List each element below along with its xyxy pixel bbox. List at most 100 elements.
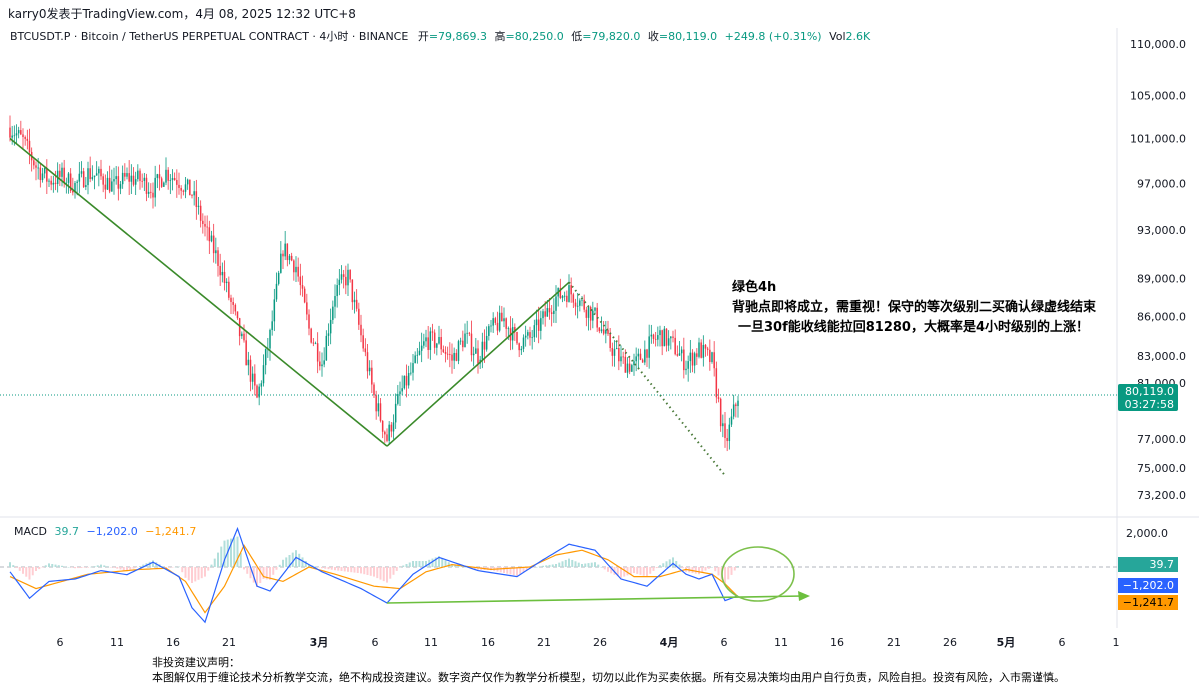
macd-hist-bar	[181, 567, 184, 573]
candle-body	[65, 182, 68, 184]
annotation-line-2: 背驰点即将成立，需重视！保守的等次级别二买确认绿虚线结束	[732, 300, 1097, 315]
candle-body	[93, 175, 96, 178]
macd-hist-bar	[405, 564, 408, 567]
last-price-value: 80,119.0	[1125, 385, 1174, 398]
macd-hist-bar	[168, 567, 171, 568]
candle-body	[561, 296, 564, 299]
candle-body	[104, 184, 107, 190]
candle-body	[594, 307, 596, 311]
candle	[425, 329, 427, 348]
candle-body	[345, 276, 347, 286]
candle-body	[418, 350, 421, 355]
price-tick-label: 86,000.0	[1137, 311, 1186, 324]
candle	[509, 316, 512, 351]
macd-hist-bar	[473, 567, 476, 570]
macd-signal-value: −1,241.7	[145, 525, 197, 538]
candle-body	[702, 344, 705, 358]
macd-hist-bar	[256, 567, 258, 587]
candle-body	[737, 400, 739, 407]
candle-body	[15, 133, 18, 136]
macd-label: MACD	[14, 525, 47, 538]
projection-trendline	[568, 281, 726, 477]
candle-body	[137, 170, 139, 180]
candle-body	[423, 341, 425, 346]
macd-hist-bar	[12, 565, 15, 567]
macd-hist-bar	[207, 567, 210, 571]
symbol-legend: BTCUSDT.P · Bitcoin / TetherUS PERPETUAL…	[10, 28, 870, 44]
macd-hist-bar	[629, 567, 632, 575]
candle-body	[524, 335, 527, 338]
candle	[661, 329, 663, 356]
macd-hist-bar	[616, 567, 619, 577]
candle-body	[282, 253, 284, 257]
candle	[160, 176, 163, 188]
macd-hist-bar	[373, 567, 375, 577]
candle-body	[156, 174, 159, 178]
candle-body	[223, 271, 226, 284]
macd-hist-bar	[194, 567, 197, 582]
candle	[488, 324, 490, 341]
candle	[371, 360, 373, 394]
candle	[67, 172, 70, 194]
candle-body	[364, 348, 367, 353]
candle	[249, 355, 252, 392]
candle-body	[455, 352, 458, 361]
candle	[284, 230, 286, 261]
candle-body	[134, 179, 137, 185]
candle	[659, 325, 661, 347]
candle	[449, 342, 451, 368]
candle	[457, 339, 460, 365]
macd-axis-label: 2,000.0	[1126, 527, 1168, 540]
candle	[492, 312, 494, 333]
macd-hist-bar	[70, 567, 73, 568]
candle	[531, 329, 533, 350]
candle	[241, 331, 243, 339]
candle	[264, 348, 267, 375]
macd-hist-bar	[132, 567, 135, 569]
candle	[609, 327, 611, 352]
candle-body	[568, 285, 570, 302]
candle	[674, 329, 676, 356]
candle-body	[115, 176, 117, 180]
macd-hist-bar	[200, 567, 203, 579]
high-value: =80,250.0	[505, 30, 564, 43]
candle-body	[444, 352, 447, 354]
macd-hist-bar	[80, 567, 83, 568]
macd-hist-bar	[649, 567, 652, 574]
candle	[639, 348, 642, 361]
candle	[316, 332, 319, 374]
macd-hist-bar	[9, 562, 11, 567]
candle	[98, 166, 100, 187]
macd-hist-bar	[295, 550, 297, 567]
candle-body	[518, 343, 520, 351]
candle-body	[59, 170, 61, 177]
candle-body	[319, 361, 321, 367]
candle	[635, 347, 637, 372]
macd-hist-bar	[152, 560, 154, 567]
candle-body	[425, 337, 427, 342]
candle-body	[652, 334, 655, 339]
candle	[310, 327, 312, 344]
candle	[41, 167, 44, 183]
candle	[693, 351, 696, 374]
candle	[440, 328, 442, 355]
candle-body	[316, 343, 319, 362]
candle	[119, 181, 122, 195]
candle-body	[698, 342, 700, 357]
macd-hist-bar	[25, 567, 28, 577]
candle-body	[462, 340, 464, 348]
macd-hist-bar	[265, 567, 268, 580]
candle	[338, 268, 341, 296]
macd-hist-bar	[67, 567, 70, 568]
candle	[574, 298, 577, 316]
candle	[106, 171, 109, 191]
macd-hist-bar	[139, 566, 141, 567]
macd-hist-bar	[737, 566, 739, 567]
time-tick-label: 26	[593, 636, 607, 649]
candle	[490, 320, 492, 333]
candle	[128, 160, 130, 196]
macd-hist-bar	[389, 567, 392, 579]
candle	[85, 176, 87, 191]
candle-body	[446, 353, 449, 355]
